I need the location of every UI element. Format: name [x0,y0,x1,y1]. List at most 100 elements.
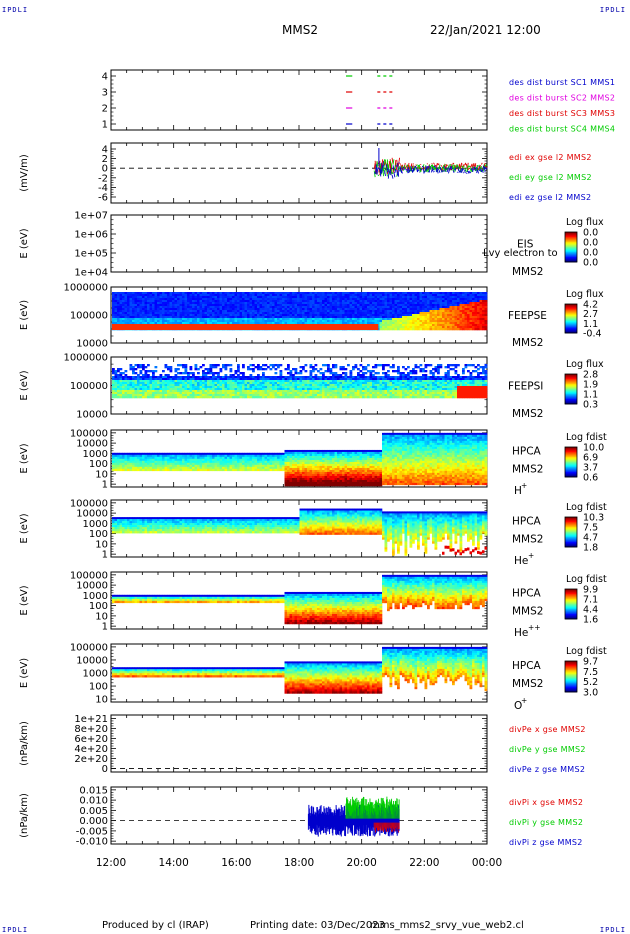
spectrogram-cell [299,384,303,387]
spectrogram-cell [177,386,180,389]
spectrogram-cell [417,316,420,319]
spectrogram-cell [129,396,133,399]
spectrogram-cell [127,296,130,299]
spectrogram-cell [134,302,138,305]
spectrogram-cell [242,386,245,389]
spectrogram-cell [402,302,405,305]
spectrogram-cell [467,324,470,327]
spectrogram-cell [139,372,143,375]
spectrogram-cell [294,312,298,315]
spectrogram-cell [154,310,158,313]
spectrogram-cell [237,294,240,297]
spectrogram-cell [122,396,125,399]
spectrogram-cell [349,322,353,325]
spectrogram-cell [439,328,443,331]
spectrogram-cell [264,312,268,315]
spectrogram-cell [132,392,135,395]
spectrogram-cell [147,316,150,319]
spectrogram-cell [322,380,325,383]
spectrogram-cell [202,390,205,393]
spectrogram-cell [214,306,218,309]
spectrogram-cell [182,314,185,317]
spectrogram-cell [307,382,310,385]
spectrogram-cell [144,302,148,305]
spectrogram-cell [192,302,195,305]
edi-trace [403,168,406,170]
spectrogram-cell [224,390,228,393]
spectrogram-cell [189,388,193,391]
spectrogram-cell [317,382,320,385]
spectrogram-cell [302,392,305,395]
spectrogram-cell [339,320,343,323]
spectrogram-cell [449,314,453,317]
colorbar-tick-label: 0.0 [583,248,598,259]
spectrogram-cell [212,314,215,317]
spectrogram-cell [257,378,260,381]
spectrogram-cell [312,392,315,395]
spectrogram-cell [474,310,478,313]
spectrogram-cell [249,316,253,319]
spectrogram-cell [262,382,265,385]
spectrogram-cell [292,386,295,389]
spectrogram-cell [232,310,235,313]
spectrogram-cell [407,314,410,317]
spectrogram-cell [274,394,278,397]
spectrogram-cell [252,312,255,315]
edi-trace [462,168,464,171]
spectrogram-cell [217,396,220,399]
spectrogram-cell [127,380,130,383]
spectrogram-cell [259,300,263,303]
spectrogram-cell [139,396,143,399]
spectrogram-cell [359,312,363,315]
spectrogram-cell [189,318,193,321]
spectrogram-cell [422,294,425,297]
spectrogram-cell [354,314,358,317]
spectrogram-cell [289,392,293,395]
spectrogram-cell [249,390,253,393]
spectrogram-cell [154,380,158,383]
spectrogram-cell [377,296,380,299]
spectrogram-cell [322,296,325,299]
spectrogram-cell [432,296,435,299]
spectrogram-cell [417,302,420,305]
spectrogram-cell [239,382,243,385]
spectrogram-cell [404,328,408,331]
spectrogram-cell [477,312,480,315]
spectrogram-cell [244,296,248,299]
spectrogram-cell [342,314,345,317]
spectrogram-cell [247,384,250,387]
spectrogram-cell [154,316,158,319]
spectrogram-cell [189,320,193,323]
spectrogram-cell [222,310,225,313]
spectrogram-cell [149,306,153,309]
spectrogram-cell [482,320,485,323]
spectrogram-cell [207,302,210,305]
spectrogram-cell [357,298,360,301]
spectrogram-cell [259,292,263,295]
spectrogram-cell [404,294,408,297]
spectrogram-cell [227,390,230,393]
spectrogram-cell [239,322,243,325]
spectrogram-cell [324,298,328,301]
spectrogram-cell [334,392,338,395]
spectrogram-cell [197,306,200,309]
spectrogram-cell [334,296,338,299]
spectrogram-cell [374,314,378,317]
spectrogram-cell [347,302,350,305]
spectrogram-cell [279,300,283,303]
spectrogram-cell [382,316,385,319]
spectrogram-cell [462,314,465,317]
edi-trace [477,169,479,174]
spectrogram-cell [474,302,478,305]
spectrogram-cell [292,384,295,387]
spectrogram-cell [374,308,378,311]
spectrogram-cell [212,392,215,395]
spectrogram-cell [262,368,265,371]
spectrogram-cell [397,294,400,297]
edi-trace [436,162,439,165]
spectrogram-cell [182,364,185,367]
spectrogram-cell [372,296,375,299]
spectrogram-cell [317,310,320,313]
spectrogram-cell [292,302,295,305]
